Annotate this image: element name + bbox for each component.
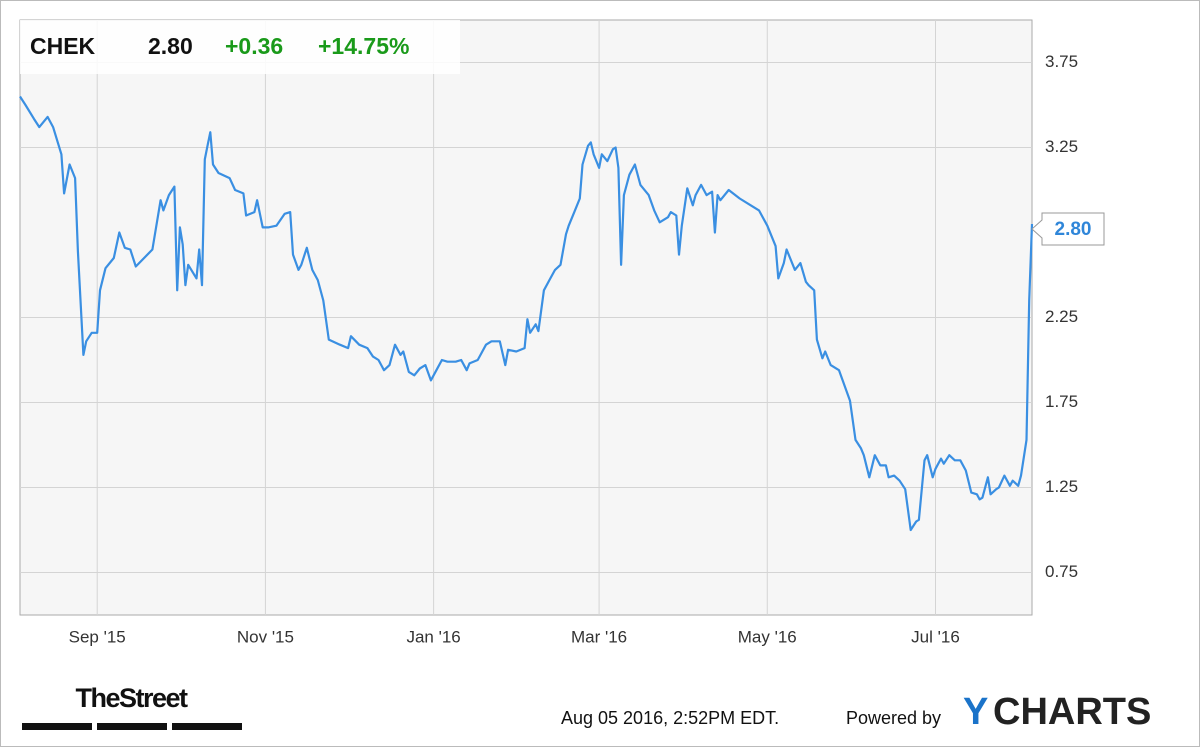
y-tick-label: 1.25	[1045, 477, 1078, 496]
callout-label: 2.80	[1055, 219, 1092, 240]
powered-by: Powered by	[846, 708, 941, 728]
price: 2.80	[148, 33, 193, 59]
x-tick-label: Mar '16	[571, 627, 627, 646]
quote-box	[20, 20, 460, 74]
timestamp: Aug 05 2016, 2:52PM EDT.	[561, 708, 779, 728]
logo-y: Y	[963, 691, 988, 733]
x-tick-label: Jul '16	[911, 627, 960, 646]
callout-box	[1031, 212, 1105, 246]
brand-bar	[22, 723, 92, 730]
last-price-callout: 2.80	[1031, 212, 1105, 246]
x-tick-label: Sep '15	[69, 627, 126, 646]
brand-bar	[97, 723, 167, 730]
series	[19, 95, 1034, 532]
change-percent: +14.75%	[318, 33, 409, 59]
brand-bar	[172, 723, 242, 730]
x-tick-label: Jan '16	[406, 627, 460, 646]
x-tick-label: May '16	[738, 627, 797, 646]
x-tick-label: Nov '15	[237, 627, 294, 646]
price-line	[19, 95, 1034, 532]
y-tick-label: 2.25	[1045, 307, 1078, 326]
ticker: CHEK	[30, 33, 96, 59]
y-tick-label: 3.25	[1045, 137, 1078, 156]
change: +0.36	[225, 33, 283, 59]
y-tick-label: 0.75	[1045, 562, 1078, 581]
y-tick-label: 1.75	[1045, 392, 1078, 411]
logo-text: CHARTS	[993, 691, 1151, 733]
y-tick-label: 3.75	[1045, 52, 1078, 71]
brand: TheStreet	[75, 683, 188, 713]
